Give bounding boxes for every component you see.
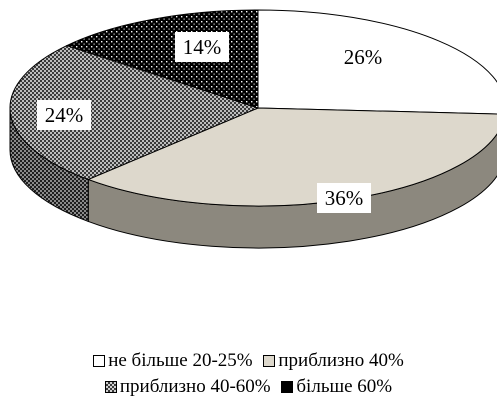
data-label-box	[37, 100, 91, 130]
data-label-box	[336, 42, 390, 72]
legend-row-2: приблизно 40-60% більше 60%	[0, 374, 497, 400]
legend-label: більше 60%	[296, 376, 393, 397]
data-label-text: 14%	[183, 35, 222, 59]
data-label-text: 26%	[344, 45, 383, 69]
pie-data-label: 14%	[175, 32, 229, 62]
legend-row-1: не більше 20-25% приблизно 40%	[0, 348, 497, 374]
legend-item: не більше 20-25%	[93, 348, 253, 374]
pie-slice	[9, 44, 260, 180]
legend-label: не більше 20-25%	[108, 350, 253, 371]
pie-chart: 26% 36% 24% 14%	[9, 9, 497, 249]
pie-data-label: 36%	[317, 183, 371, 213]
data-label-box	[175, 32, 229, 62]
chart-legend: не більше 20-25% приблизно 40% приблизно…	[0, 348, 497, 400]
pie-data-label: 24%	[37, 100, 91, 130]
data-label-text: 36%	[325, 186, 364, 210]
legend-item: приблизно 40%	[263, 348, 404, 374]
legend-item: більше 60%	[281, 374, 392, 400]
legend-swatch	[104, 381, 117, 393]
legend-label: приблизно 40%	[278, 350, 404, 371]
legend-label: приблизно 40-60%	[119, 376, 271, 397]
legend-swatch	[263, 355, 276, 367]
data-label-box	[317, 183, 371, 213]
pie-data-label: 26%	[336, 42, 390, 72]
data-label-text: 24%	[45, 103, 84, 127]
legend-swatch	[281, 381, 294, 393]
legend-item: приблизно 40-60%	[104, 374, 271, 400]
legend-swatch	[93, 355, 106, 367]
